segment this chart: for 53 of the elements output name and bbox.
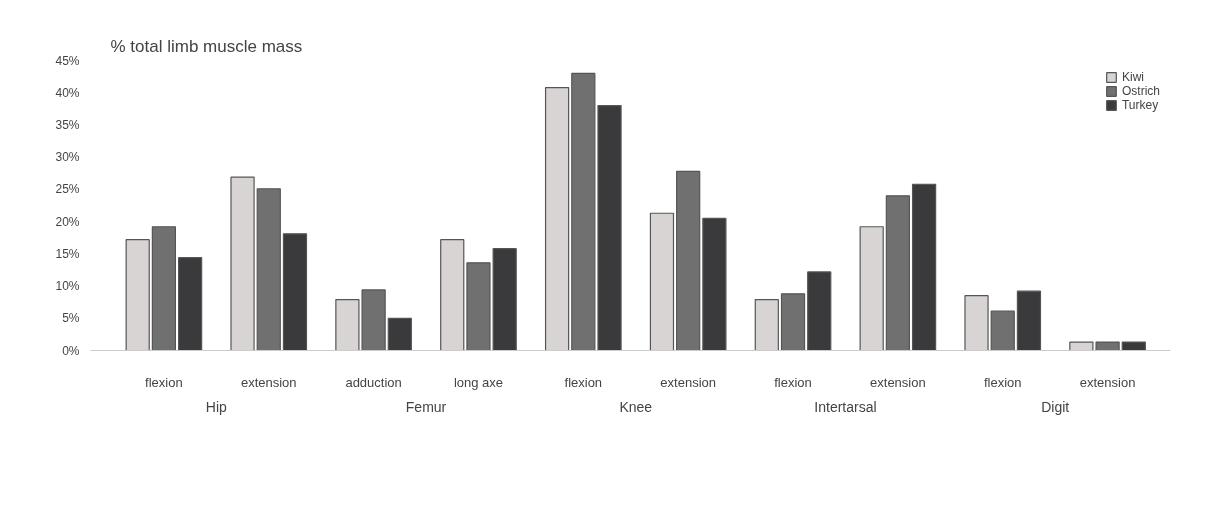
- x-tick-label: extension: [1079, 374, 1136, 390]
- bar: [151, 226, 177, 351]
- y-tick-label: 40%: [55, 85, 80, 100]
- bar: [964, 295, 989, 351]
- bar: [676, 170, 701, 351]
- x-tick-label: long axe: [453, 374, 504, 390]
- bar: [440, 239, 465, 351]
- x-tick-label: flexion: [983, 374, 1022, 390]
- legend-label: Kiwi: [1121, 70, 1144, 84]
- y-tick-label: 5%: [62, 311, 80, 326]
- y-tick-label: 10%: [55, 279, 80, 294]
- bar: [702, 217, 727, 351]
- chart-title: % total limb muscle mass: [110, 36, 303, 56]
- bar: [911, 183, 937, 351]
- bar: [125, 239, 150, 351]
- bar: [387, 317, 412, 351]
- text: Femur: [405, 398, 447, 415]
- x-tick-label: extension: [870, 374, 926, 390]
- bar: [1121, 341, 1146, 351]
- text: Knee: [619, 398, 653, 415]
- bar: [282, 233, 308, 351]
- text: Intertarsal: [814, 398, 877, 415]
- y-tick-label: 25%: [55, 182, 80, 197]
- bar: [780, 293, 806, 351]
- bar: [754, 298, 779, 351]
- y-tick-label: 35%: [55, 117, 80, 132]
- bar: [990, 310, 1015, 351]
- y-tick-label: 20%: [55, 214, 80, 229]
- bar: [859, 226, 884, 351]
- bar: [177, 257, 203, 351]
- x-tick-label: flexion: [564, 374, 603, 390]
- legend-label: Ostrich: [1121, 84, 1160, 98]
- x-tick-label: extension: [660, 374, 716, 390]
- bar: [256, 188, 281, 351]
- bar: [230, 176, 255, 351]
- y-tick-label: 30%: [55, 150, 80, 165]
- x-tick-label: flexion: [145, 374, 183, 390]
- legend-label: Turkey: [1121, 98, 1159, 112]
- y-tick-label: 0%: [62, 343, 80, 358]
- text: Hip: [205, 398, 228, 415]
- text: Digit: [1041, 398, 1070, 415]
- bar: [649, 212, 675, 351]
- y-tick-label: 15%: [55, 246, 80, 261]
- bar: [571, 72, 596, 351]
- bar: [807, 271, 832, 351]
- x-tick-label: adduction: [345, 374, 402, 390]
- x-tick-label: flexion: [774, 374, 812, 390]
- bar: [597, 105, 622, 351]
- bar: [1016, 290, 1042, 351]
- bar: [885, 195, 911, 351]
- x-tick-label: extension: [240, 374, 297, 390]
- y-tick-label: 45%: [55, 53, 80, 68]
- bar: [544, 86, 570, 351]
